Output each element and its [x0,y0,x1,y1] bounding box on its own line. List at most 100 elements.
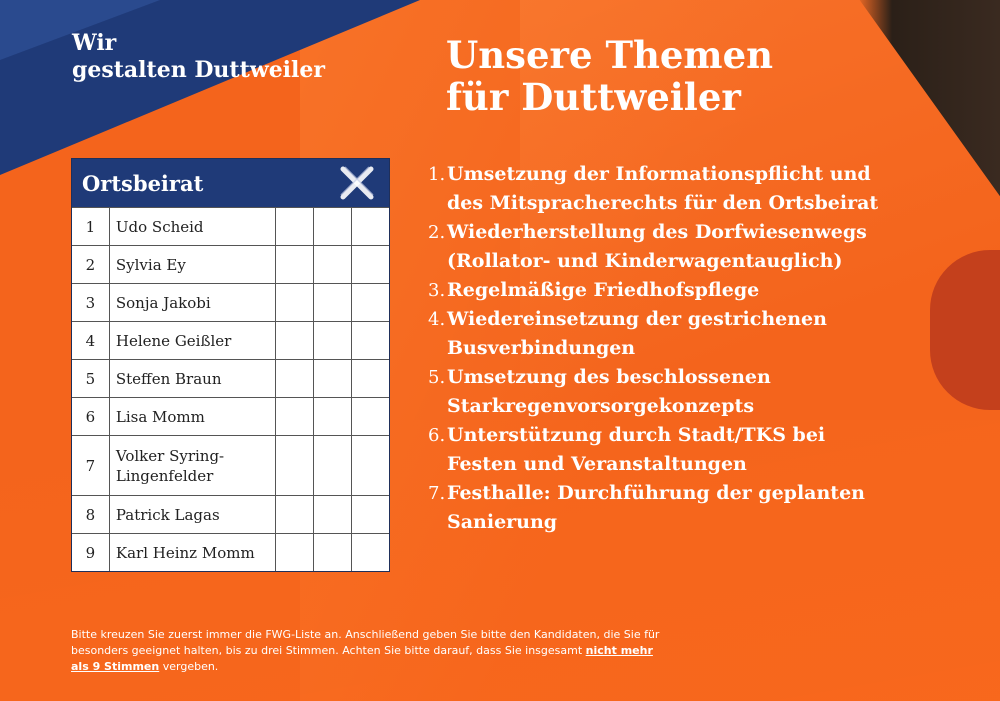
brand-line: gestalten Duttweiler [72,57,325,83]
item-number: 6. [428,425,446,446]
candidate-number: 5 [72,360,110,397]
item-text: Wiederherstellung des Dorfwiesenwegs [447,221,867,243]
candidate-name: Helene Geißler [110,322,277,359]
item-number: 4. [428,309,446,330]
candidate-name: Patrick Lagas [110,496,277,533]
vote-box[interactable] [276,496,315,533]
candidate-name-line: Volker Syring- [115,446,225,465]
candidate-name-line: Lingenfelder [115,466,214,485]
item-text: Umsetzung der Informationspflicht und [447,163,871,185]
cross-mark-icon [335,161,379,205]
candidate-row: 6 Lisa Momm [72,397,389,435]
vote-box[interactable] [352,208,389,245]
photo-person [930,250,1000,410]
ballot-header: Ortsbeirat [72,159,389,207]
candidate-name: Lisa Momm [110,398,277,435]
vote-box[interactable] [276,534,315,571]
candidate-name: Karl Heinz Momm [110,534,277,571]
candidate-row: 2 Sylvia Ey [72,245,389,283]
candidate-number: 7 [72,436,110,495]
item-text: Busverbindungen [447,337,636,359]
candidate-number: 2 [72,246,110,283]
vote-box[interactable] [352,398,389,435]
vote-box[interactable] [314,496,353,533]
footnote-emphasis: nicht mehr als 9 Stimmen [71,644,653,673]
vote-box[interactable] [314,398,353,435]
brand-line: Wir [72,30,117,56]
vote-box[interactable] [276,208,315,245]
vote-box[interactable] [276,284,315,321]
vote-box[interactable] [276,322,315,359]
candidate-name: Volker Syring- Lingenfelder [110,436,277,495]
item-text: des Mitspracherechts für den Ortsbeirat [447,192,879,214]
candidate-number: 6 [72,398,110,435]
navy-corner-accent [0,0,160,60]
list-item: 3. Regelmäßige Friedhofspflege [428,276,878,305]
item-number: 7. [428,483,446,504]
background-facet [520,0,1000,701]
candidate-row: 7 Volker Syring- Lingenfelder [72,435,389,495]
title-line: Unsere Themen [446,33,774,77]
candidate-row: 5 Steffen Braun [72,359,389,397]
vote-box[interactable] [352,246,389,283]
item-text: Umsetzung des beschlossenen [447,366,771,388]
item-text: Starkregenvorsorgekonzepts [447,395,755,417]
item-number: 1. [428,164,446,185]
list-item: 4. Wiedereinsetzung der gestrichenen Busv… [428,305,878,363]
vote-box[interactable] [352,436,389,495]
vote-box[interactable] [314,360,353,397]
item-text: Festhalle: Durchführung der geplanten [447,482,865,504]
candidate-number: 8 [72,496,110,533]
vote-box[interactable] [314,284,353,321]
candidate-number: 4 [72,322,110,359]
ballot-title: Ortsbeirat [82,170,204,196]
list-item: 5. Umsetzung des beschlossenen Starkregen… [428,363,878,421]
vote-box[interactable] [352,496,389,533]
list-item: 6. Unterstützung durch Stadt/TKS bei Fest… [428,421,878,479]
list-item: 2. Wiederherstellung des Dorfwiesenwegs (… [428,218,878,276]
vote-box[interactable] [314,246,353,283]
vote-box[interactable] [276,246,315,283]
item-text: Festen und Veranstaltungen [447,453,747,475]
ballot-table: Ortsbeirat 1 Udo Scheid 2 Sylvia Ey 3 So… [71,158,390,572]
vote-box[interactable] [314,534,353,571]
brand-slogan: Wir gestalten Duttweiler [72,30,325,84]
vote-box[interactable] [314,436,353,495]
footnote: Bitte kreuzen Sie zuerst immer die FWG-L… [71,627,671,675]
vote-box[interactable] [352,284,389,321]
item-number: 3. [428,280,446,301]
candidate-number: 3 [72,284,110,321]
footnote-text: vergeben. [159,660,219,673]
item-text: Regelmäßige Friedhofspflege [447,279,760,301]
vote-box[interactable] [276,436,315,495]
candidate-row: 9 Karl Heinz Momm [72,533,389,571]
candidate-number: 1 [72,208,110,245]
vote-box[interactable] [352,322,389,359]
candidate-row: 4 Helene Geißler [72,321,389,359]
list-item: 7. Festhalle: Durchführung der geplanten… [428,479,878,537]
item-text: (Rollator- und Kinderwagentauglich) [447,250,843,272]
candidate-row: 1 Udo Scheid [72,207,389,245]
item-number: 2. [428,222,446,243]
candidate-name: Udo Scheid [110,208,277,245]
title-line: für Duttweiler [446,75,741,119]
vote-box[interactable] [352,534,389,571]
candidate-name: Sylvia Ey [110,246,277,283]
page-title: Unsere Themen für Duttweiler [446,34,773,118]
vote-box[interactable] [352,360,389,397]
candidate-name: Sonja Jakobi [110,284,277,321]
candidate-row: 8 Patrick Lagas [72,495,389,533]
list-item: 1. Umsetzung der Informationspflicht und… [428,160,878,218]
footnote-text: Bitte kreuzen Sie zuerst immer die FWG-L… [71,628,660,657]
vote-box[interactable] [314,208,353,245]
vote-box[interactable] [314,322,353,359]
vote-box[interactable] [276,398,315,435]
candidate-number: 9 [72,534,110,571]
vote-box[interactable] [276,360,315,397]
item-text: Unterstützung durch Stadt/TKS bei [447,424,826,446]
item-text: Sanierung [447,511,558,533]
candidate-row: 3 Sonja Jakobi [72,283,389,321]
candidate-name: Steffen Braun [110,360,277,397]
item-number: 5. [428,367,446,388]
